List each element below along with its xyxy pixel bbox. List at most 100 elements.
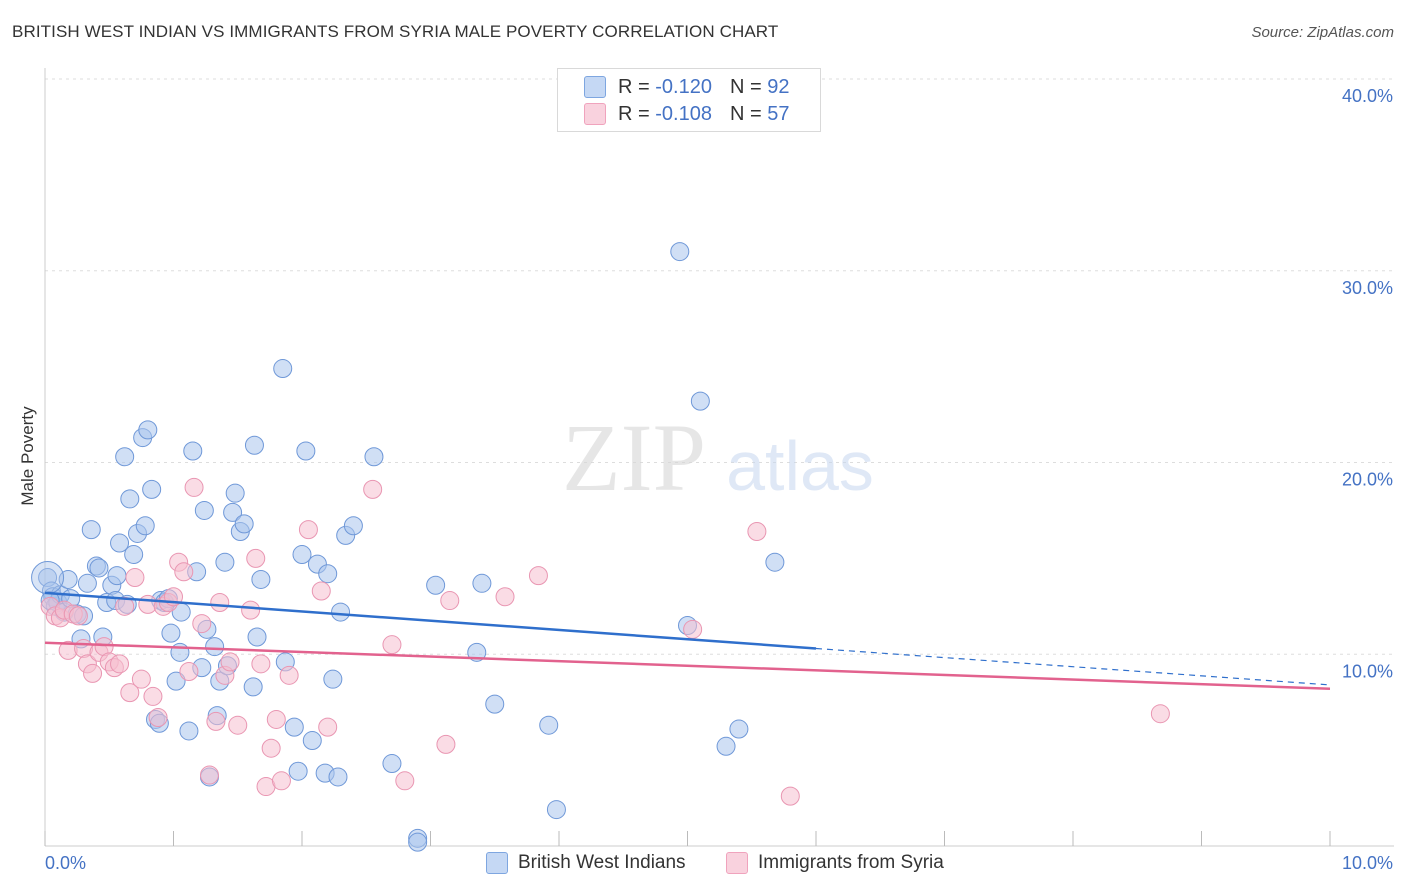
legend-r-value: -0.108 — [655, 102, 712, 125]
data-point-syria — [780, 786, 800, 806]
data-point-syria — [436, 734, 456, 754]
data-point-bwi-large — [31, 561, 65, 595]
data-point-syria — [382, 635, 402, 655]
data-point-bwi — [115, 447, 135, 467]
data-point-bwi — [670, 242, 690, 262]
legend-r-label: R = — [618, 102, 650, 125]
legend-item-british-west-indians: British West Indians — [486, 852, 686, 874]
data-point-syria — [266, 709, 286, 729]
legend-row-british-west-indians: R = -0.120 N = 92 — [584, 75, 789, 99]
data-point-bwi — [107, 566, 127, 586]
data-point-syria — [279, 665, 299, 685]
data-point-syria — [1150, 704, 1170, 724]
data-point-bwi — [364, 447, 384, 467]
data-point-bwi — [318, 564, 338, 584]
data-point-syria — [220, 652, 240, 672]
data-point-bwi — [247, 627, 267, 647]
legend-label: British West Indians — [518, 852, 686, 873]
data-point-syria — [199, 765, 219, 785]
data-point-syria — [83, 663, 103, 683]
data-point-syria — [298, 520, 318, 540]
legend-label: Immigrants from Syria — [758, 852, 944, 873]
data-point-bwi — [124, 545, 144, 565]
data-point-syria — [261, 738, 281, 758]
data-point-syria — [747, 522, 767, 542]
data-point-syria — [184, 477, 204, 497]
data-point-syria — [395, 771, 415, 791]
data-point-bwi — [251, 569, 271, 589]
legend-r-label: R = — [618, 75, 650, 98]
data-point-syria — [125, 568, 145, 588]
data-point-bwi — [179, 721, 199, 741]
data-point-bwi — [161, 623, 181, 643]
data-point-syria — [311, 581, 331, 601]
data-point-bwi — [472, 573, 492, 593]
data-point-bwi — [110, 533, 130, 553]
source-credit: Source: ZipAtlas.com — [1251, 24, 1394, 41]
data-point-syria — [192, 614, 212, 634]
legend-swatch-blue — [584, 76, 606, 98]
data-point-syria — [228, 715, 248, 735]
data-point-syria — [440, 591, 460, 611]
watermark-zip: ZIP — [562, 404, 706, 511]
legend-n-value: 57 — [767, 102, 790, 125]
data-point-bwi — [284, 717, 304, 737]
axes — [44, 68, 1394, 847]
data-point-bwi — [485, 694, 505, 714]
data-point-bwi — [323, 669, 343, 689]
y-tick-label: 10.0% — [1342, 661, 1393, 681]
watermark-atlas: atlas — [726, 427, 874, 505]
data-point-syria — [148, 708, 168, 728]
data-point-syria — [110, 654, 130, 674]
data-point-bwi — [194, 500, 214, 520]
trend-line-bwi — [44, 591, 817, 650]
data-point-bwi — [328, 767, 348, 787]
legend-swatch-blue — [486, 852, 508, 874]
trend-line-syria — [44, 641, 1331, 691]
data-point-syria — [251, 654, 271, 674]
data-point-syria — [115, 596, 135, 616]
data-point-bwi — [765, 552, 785, 572]
data-point-syria — [241, 600, 261, 620]
data-point-bwi — [81, 520, 101, 540]
data-point-bwi — [170, 642, 190, 662]
legend-n-label: N = — [729, 75, 762, 98]
data-point-bwi — [183, 441, 203, 461]
data-point-bwi — [382, 754, 402, 774]
data-point-bwi — [120, 489, 140, 509]
data-point-syria — [120, 683, 140, 703]
data-point-bwi — [223, 502, 243, 522]
data-point-syria — [363, 479, 383, 499]
data-point-bwi — [205, 637, 225, 657]
data-point-syria — [179, 662, 199, 682]
data-point-bwi — [273, 359, 293, 379]
data-point-syria — [210, 592, 230, 612]
series-legend: British West Indians Immigrants from Syr… — [0, 852, 1406, 878]
data-point-syria — [206, 711, 226, 731]
data-point-syria — [318, 717, 338, 737]
legend-swatch-pink — [584, 103, 606, 125]
data-point-bwi — [135, 516, 155, 536]
data-point-syria — [683, 619, 703, 639]
data-point-bwi — [89, 558, 109, 578]
legend-n-value: 92 — [767, 75, 790, 98]
data-point-syria — [174, 562, 194, 582]
trend-line-bwi-extrapolated — [815, 647, 1331, 686]
data-point-bwi — [138, 420, 158, 440]
data-point-bwi — [296, 441, 316, 461]
tick-labels: 10.0% 20.0% 30.0% 40.0% 0.0% 10.0% — [45, 86, 1393, 873]
data-point-bwi — [343, 516, 363, 536]
data-point-bwi — [166, 671, 186, 691]
data-point-bwi — [729, 719, 749, 739]
y-tick-label: 30.0% — [1342, 278, 1393, 298]
data-point-bwi — [716, 736, 736, 756]
data-point-bwi — [408, 832, 428, 852]
data-point-bwi — [243, 677, 263, 697]
data-point-bwi — [225, 483, 245, 503]
trend-lines — [44, 591, 1331, 691]
y-tick-label: 20.0% — [1342, 470, 1393, 490]
data-point-bwi — [77, 573, 97, 593]
correlation-legend: R = -0.120 N = 92 R = -0.108 N = 57 — [557, 68, 821, 132]
legend-item-immigrants-from-syria: Immigrants from Syria — [726, 852, 944, 874]
